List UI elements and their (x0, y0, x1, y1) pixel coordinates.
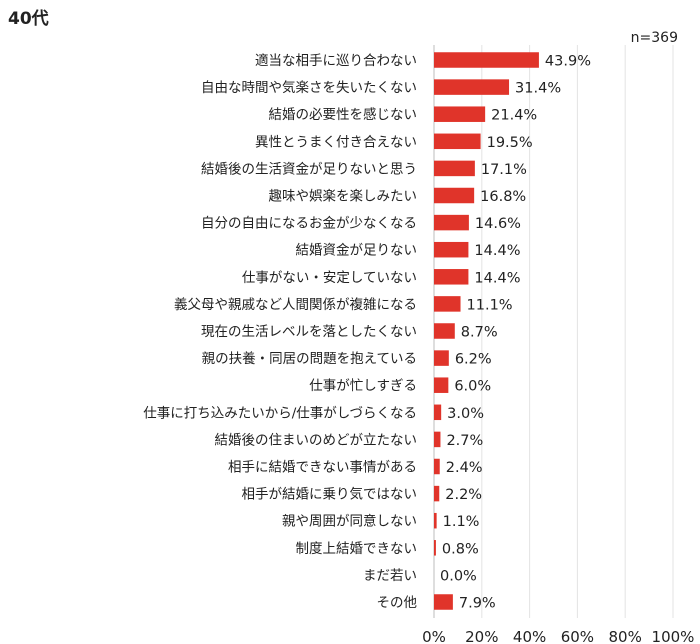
bar (434, 79, 510, 95)
category-label: 結婚の必要性を感じない (269, 106, 418, 123)
category-label: 自由な時間や気楽さを失いたくない (201, 80, 417, 96)
category-label: 異性とうまく付き合えない (255, 134, 417, 150)
x-tick-label: 80% (609, 628, 642, 644)
bar (434, 485, 440, 502)
bar (434, 431, 441, 448)
chart-title: 40代 (8, 9, 49, 29)
labels: 0% 20% 40% 60% 80% 100% 適当な相手に巡り合わない 43.9% 自由な時間… (143, 52, 694, 644)
bar (434, 296, 461, 312)
data-label: 6.2% (455, 352, 492, 368)
category-label: 結婚資金が足りない (296, 243, 418, 259)
category-label: 制度上結婚できない (296, 541, 418, 557)
category-label: 相手に結婚できない事情がある (228, 460, 417, 476)
data-label: 19.5% (487, 135, 533, 151)
bar (434, 458, 440, 475)
bar (434, 106, 486, 122)
category-label: 仕事が忙しすぎる (309, 378, 417, 394)
data-label: 14.6% (475, 216, 521, 232)
category-label: まだ若い (363, 568, 417, 584)
bar (434, 594, 453, 610)
bar (434, 404, 442, 421)
data-label: 11.1% (467, 297, 513, 313)
bar (434, 214, 469, 231)
category-label: 自分の自由になるお金が少なくなる (201, 216, 417, 232)
category-label: 仕事がない・安定していない (242, 270, 417, 286)
data-label: 43.9% (545, 54, 591, 70)
data-label: 0.0% (440, 568, 477, 584)
category-label: 趣味や娯楽を楽しみたい (269, 189, 418, 205)
x-tick-label: 20% (465, 628, 498, 644)
bar (434, 241, 469, 258)
bar (434, 323, 455, 339)
data-label: 2.2% (445, 487, 482, 503)
category-label: 適当な相手に巡り合わない (255, 52, 417, 69)
data-label: 0.8% (442, 541, 479, 557)
data-label: 16.8% (480, 189, 526, 205)
bar (434, 350, 449, 366)
data-label: 1.1% (443, 514, 480, 530)
bar (434, 512, 437, 529)
bar (434, 540, 436, 556)
category-label: 親の扶養・同居の問題を抱えている (202, 350, 417, 367)
bars (434, 52, 539, 610)
category-label: 結婚後の生活資金が足りないと思う (201, 161, 417, 177)
data-label: 14.4% (474, 270, 520, 286)
bar (434, 133, 481, 150)
data-label: 2.4% (446, 460, 483, 476)
bar (434, 269, 469, 285)
x-tick-label: 0% (422, 628, 446, 644)
data-label: 21.4% (491, 108, 537, 124)
data-label: 31.4% (515, 81, 561, 97)
data-label: 17.1% (481, 162, 527, 178)
bar (434, 187, 475, 204)
category-label: 義父母や親戚など人間関係が複雑になる (174, 296, 417, 313)
data-label: 14.4% (474, 243, 520, 259)
x-tick-label: 60% (561, 628, 594, 644)
bar (434, 52, 539, 68)
category-label: その他 (377, 595, 418, 611)
x-tick-label: 100% (652, 628, 695, 644)
category-label: 親や周囲が同意しない (282, 513, 417, 530)
data-label: 6.0% (454, 379, 491, 395)
data-label: 2.7% (446, 433, 483, 449)
category-label: 仕事に打ち込みたいから/仕事がしづらくなる (143, 404, 417, 421)
data-label: 7.9% (459, 596, 496, 612)
bar (434, 160, 475, 177)
bar (434, 377, 449, 393)
category-label: 結婚後の住まいのめどが立たない (215, 432, 418, 448)
data-label: 8.7% (461, 325, 498, 341)
sample-size-label: n=369 (630, 30, 678, 46)
x-tick-label: 40% (513, 628, 546, 644)
category-label: 相手が結婚に乗り気ではない (242, 487, 418, 503)
category-label: 現在の生活レベルを落としたくない (201, 324, 417, 340)
data-label: 3.0% (447, 406, 484, 422)
